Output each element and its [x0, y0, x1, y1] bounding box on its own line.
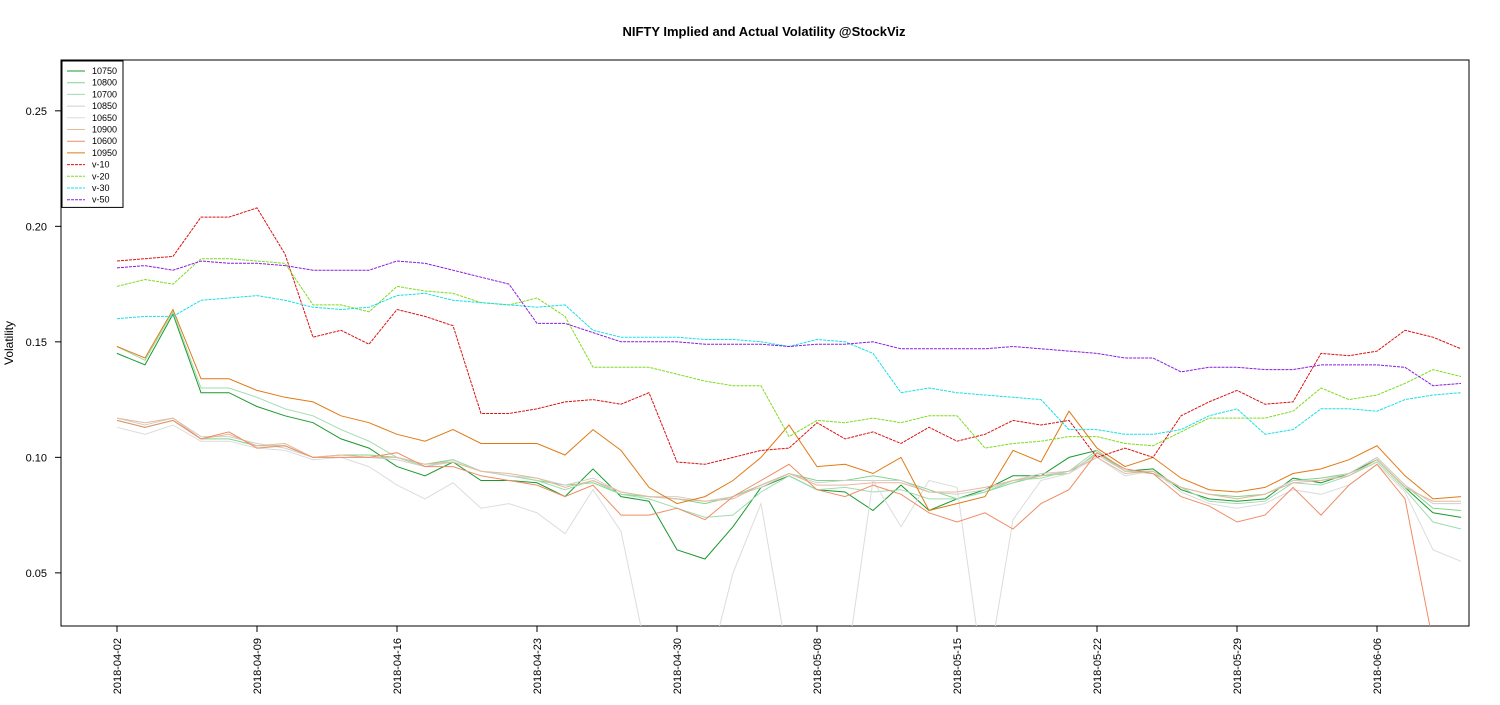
x-tick-label: 2018-04-16	[392, 638, 404, 694]
legend-label-10650: 10650	[92, 113, 117, 123]
legend-label-10700: 10700	[92, 89, 117, 99]
x-tick-label: 2018-05-22	[1092, 638, 1104, 694]
y-tick-label: 0.05	[26, 568, 47, 580]
legend-label-v-10: v-10	[92, 160, 110, 170]
x-tick-label: 2018-04-30	[672, 638, 684, 694]
legend-label-10950: 10950	[92, 148, 117, 158]
legend-label-10750: 10750	[92, 66, 117, 76]
series-line-v-20	[116, 258, 1462, 449]
series-line-10850	[116, 417, 1461, 505]
series-line-10600	[116, 419, 1431, 626]
series-line-v-50	[116, 260, 1462, 387]
legend-label-10800: 10800	[92, 78, 117, 88]
legend-label-10900: 10900	[92, 125, 117, 135]
legend-box	[61, 60, 124, 208]
series-line-10800	[116, 419, 1462, 511]
x-tick-label: 2018-06-06	[1372, 638, 1384, 694]
series-line-10950	[116, 308, 1462, 512]
y-axis-label: Volatility	[2, 321, 16, 365]
series-layer	[116, 207, 1462, 626]
x-axis: 2018-04-02 2018-04-09 2018-04-16 2018-04-23…	[112, 626, 1384, 694]
x-tick-label: 2018-05-15	[952, 638, 964, 694]
series-line-v-10	[116, 207, 1462, 465]
y-tick-label: 0.10	[26, 452, 47, 464]
legend-label-v-50: v-50	[92, 195, 110, 205]
legend-label-v-20: v-20	[92, 171, 110, 181]
chart-title: NIFTY Implied and Actual Volatility @Sto…	[622, 24, 906, 39]
legend-label-10600: 10600	[92, 136, 117, 146]
series-line-v-30	[116, 292, 1462, 435]
legend-label-10850: 10850	[92, 101, 117, 111]
y-tick-label: 0.20	[26, 221, 47, 233]
x-tick-label: 2018-05-08	[812, 638, 824, 694]
x-tick-label: 2018-04-02	[112, 638, 124, 694]
plot-frame	[60, 59, 1470, 627]
series-line-10900	[116, 417, 1461, 502]
y-tick-label: 0.25	[26, 106, 47, 118]
series-line-10700	[116, 310, 1462, 530]
legend-label-v-30: v-30	[92, 183, 110, 193]
y-axis: 0.05 0.10 0.15 0.20 0.25	[26, 106, 61, 580]
x-tick-label: 2018-04-23	[532, 638, 544, 694]
x-tick-label: 2018-04-09	[252, 638, 264, 694]
x-tick-label: 2018-05-29	[1232, 638, 1244, 694]
y-tick-label: 0.15	[26, 337, 47, 349]
